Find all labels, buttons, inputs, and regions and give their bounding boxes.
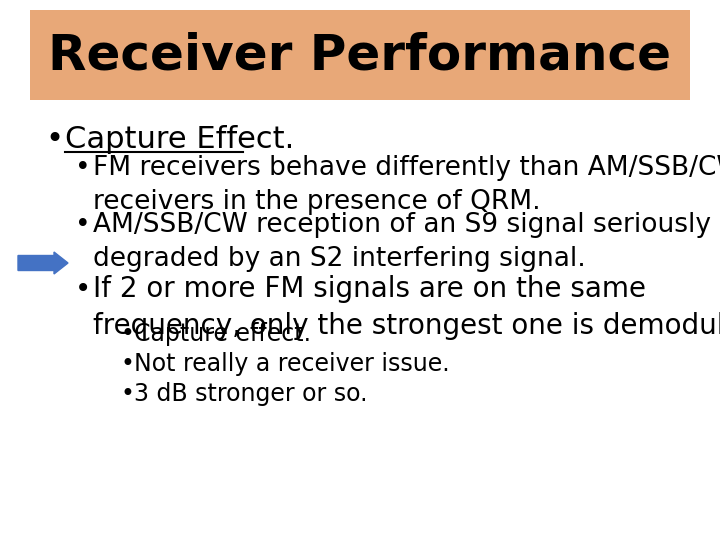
Text: •: • [120, 382, 134, 406]
Text: Not really a receiver issue.: Not really a receiver issue. [134, 352, 449, 376]
Text: Capture Effect.: Capture Effect. [65, 125, 294, 154]
Text: •: • [45, 125, 63, 154]
Text: •: • [75, 155, 91, 181]
FancyBboxPatch shape [30, 10, 690, 100]
Text: FM receivers behave differently than AM/SSB/CW
receivers in the presence of QRM.: FM receivers behave differently than AM/… [93, 155, 720, 215]
Text: Capture effect.: Capture effect. [134, 322, 311, 346]
FancyArrow shape [18, 252, 68, 274]
Text: Receiver Performance: Receiver Performance [48, 31, 672, 79]
Text: AM/SSB/CW reception of an S9 signal seriously
degraded by an S2 interfering sign: AM/SSB/CW reception of an S9 signal seri… [93, 212, 711, 272]
Text: If 2 or more FM signals are on the same
frequency, only the strongest one is dem: If 2 or more FM signals are on the same … [93, 275, 720, 340]
Text: •: • [75, 275, 91, 303]
Text: •: • [75, 212, 91, 238]
Text: •: • [120, 322, 134, 346]
Text: 3 dB stronger or so.: 3 dB stronger or so. [134, 382, 367, 406]
Text: •: • [120, 352, 134, 376]
